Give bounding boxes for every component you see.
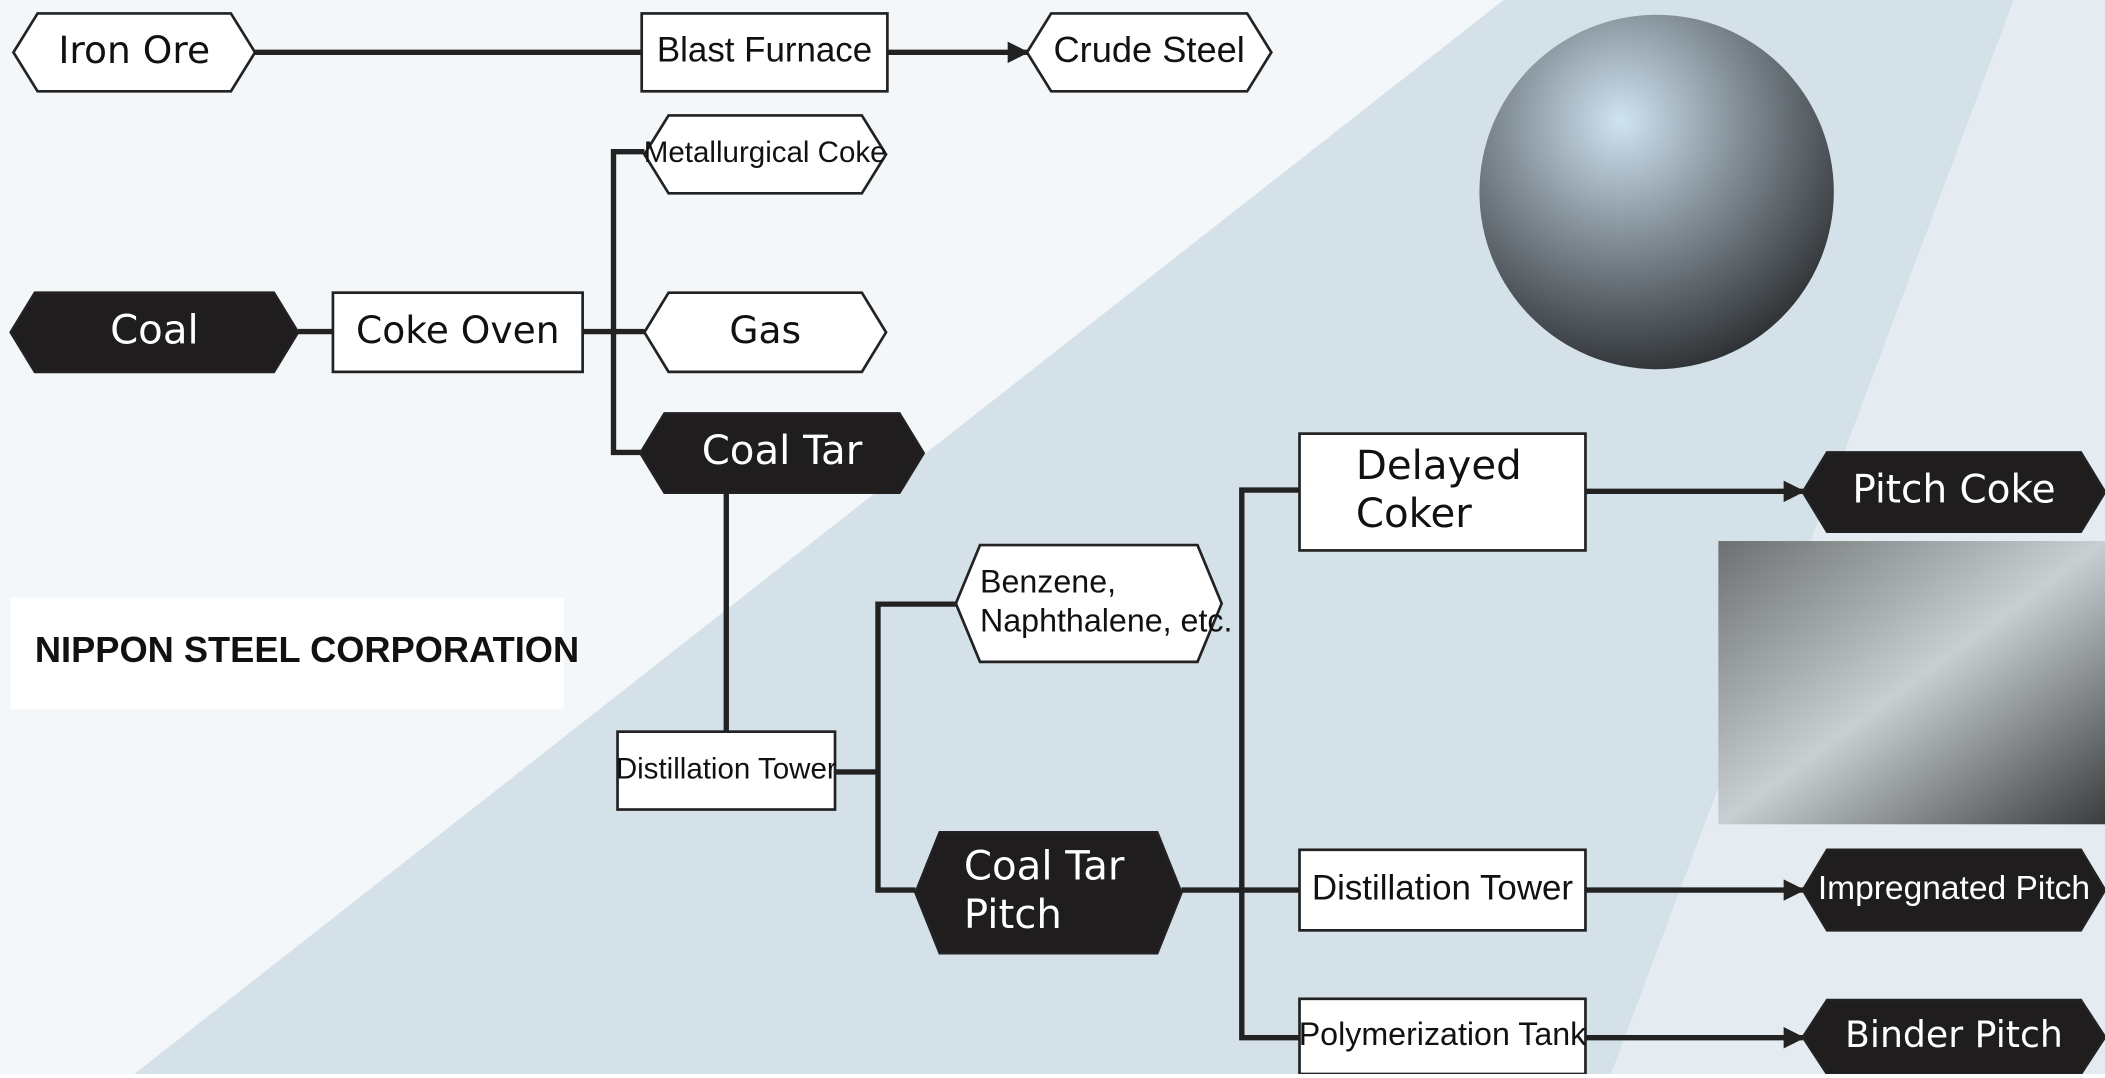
node-label: Naphthalene, etc.	[980, 602, 1232, 638]
diagram: NIPPON STEEL CORPORATION Iron Ore Blast F…	[0, 0, 2105, 1074]
node-label: Crude Steel	[1053, 29, 1244, 70]
node-label: Benzene,	[980, 564, 1116, 600]
node-label: Blast Furnace	[657, 31, 872, 70]
node-label: Metallurgical Coke	[644, 136, 887, 169]
company-name: NIPPON STEEL CORPORATION	[35, 629, 579, 670]
node-label: Polymerization Tank	[1299, 1016, 1587, 1052]
node-label: Impregnated Pitch	[1818, 870, 2090, 907]
node-label: Delayed	[1356, 443, 1522, 489]
node-label: Binder Pitch	[1845, 1013, 2063, 1056]
node-label: Distillation Tower	[1312, 868, 1574, 907]
node-label: Coal Tar	[964, 844, 1125, 890]
page: NIPPON STEEL CORPORATION Iron Ore Blast F…	[0, 0, 2105, 1074]
node-label: Pitch Coke	[1852, 468, 2055, 513]
node-label: Coker	[1356, 491, 1472, 537]
photo-pitch-coke	[1718, 541, 2105, 824]
node-label: Coal Tar	[702, 428, 863, 474]
node-label: Gas	[729, 308, 801, 352]
node-label: Pitch	[964, 892, 1062, 938]
node-label: Distillation Tower	[616, 752, 837, 785]
node-label: Coal	[110, 307, 199, 353]
node-label: Coke Oven	[356, 308, 559, 352]
photo-coke-plant	[1479, 15, 1833, 369]
node-label: Iron Ore	[58, 28, 210, 72]
